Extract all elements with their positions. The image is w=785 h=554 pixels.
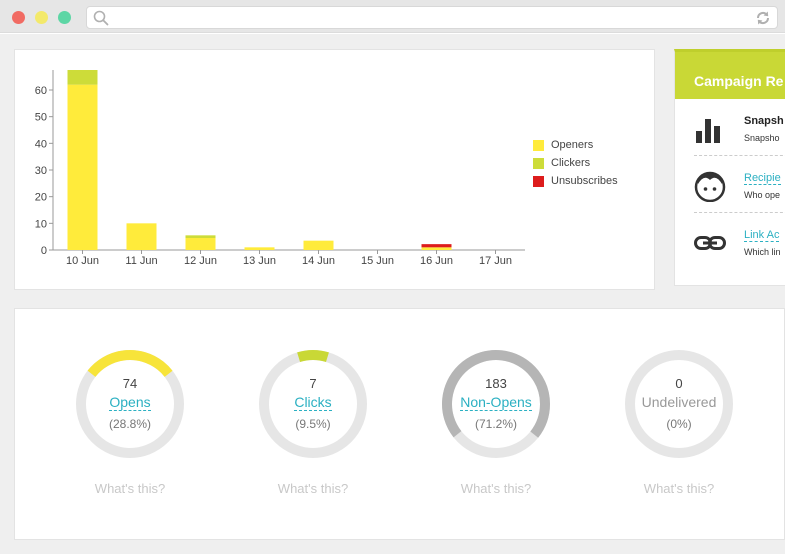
campaign-stats-panel: 74 Opens (28.8%) What's this? 7 Clicks (… (14, 308, 785, 540)
opens-help-link[interactable]: What's this? (94, 481, 166, 496)
report-item-subtitle: Which lin (744, 247, 781, 257)
bar-openers (67, 84, 98, 250)
y-tick-label: 0 (41, 245, 47, 257)
y-tick-label: 20 (35, 192, 47, 204)
ring-progress (442, 350, 550, 458)
non-opens-help-link[interactable]: What's this? (460, 481, 532, 496)
non-opens-percent: (71.2%) (474, 417, 518, 431)
legend-label: Clickers (551, 157, 591, 169)
opens-count: 74 (122, 376, 138, 391)
x-tick-label: 17 Jun (479, 255, 512, 267)
legend-label: Unsubscribes (551, 175, 618, 187)
search-icon (93, 10, 109, 26)
report-title: Campaign Re (675, 52, 785, 99)
face-icon (694, 171, 726, 202)
x-tick-label: 13 Jun (243, 255, 276, 267)
minimize-window-button[interactable] (35, 11, 48, 24)
x-tick-label: 16 Jun (420, 255, 453, 267)
bar-openers (185, 238, 216, 250)
link-activity-link[interactable]: Link Ac (744, 229, 780, 242)
clicks-help-link[interactable]: What's this? (277, 481, 349, 496)
campaign-report-panel: Campaign Re Snapsh Snapsho Recipie Who o… (674, 49, 785, 286)
y-tick-label: 50 (35, 112, 47, 124)
stacked-bar-chart: 0 10 20 30 40 50 60 10 Jun 11 Jun 12 Jun 13 Jun 14 … (35, 70, 525, 267)
close-window-button[interactable] (12, 11, 25, 24)
stat-undelivered: 0 Undelivered (0%) What's this? (619, 349, 739, 499)
page-content: 0 10 20 30 40 50 60 10 Jun 11 Jun 12 Jun 13 Jun 14 … (0, 34, 785, 554)
x-tick-label: 14 Jun (302, 255, 335, 267)
y-tick-label: 30 (35, 165, 47, 177)
clicks-percent: (9.5%) (295, 417, 331, 431)
stat-clicks: 7 Clicks (9.5%) What's this? (253, 349, 373, 499)
opens-donut (76, 350, 184, 458)
report-item-title: Snapsh (744, 115, 784, 127)
clicks-link[interactable]: Clicks (294, 394, 332, 411)
non-opens-link[interactable]: Non-Opens (460, 394, 532, 411)
link-icon (694, 236, 726, 250)
campaign-activity-chart: 0 10 20 30 40 50 60 10 Jun 11 Jun 12 Jun 13 Jun 14 … (14, 49, 655, 290)
legend-item: Openers (533, 136, 618, 154)
bar-clickers (185, 235, 216, 238)
opens-percent: (28.8%) (108, 417, 152, 431)
maximize-window-button[interactable] (58, 11, 71, 24)
bar-unsubscribes (421, 244, 452, 248)
undelivered-percent: (0%) (666, 417, 692, 431)
stat-non-opens: 183 Non-Opens (71.2%) What's this? (436, 349, 556, 499)
legend-label: Openers (551, 139, 594, 151)
x-tick-label: 12 Jun (184, 255, 217, 267)
y-tick-label: 10 (35, 218, 47, 230)
legend-item: Unsubscribes (533, 172, 618, 190)
report-item-recipients[interactable]: Recipie Who ope (694, 156, 785, 213)
bar-clickers (67, 70, 98, 85)
browser-toolbar (0, 0, 785, 33)
x-tick-label: 10 Jun (66, 255, 99, 267)
clicks-count: 7 (309, 376, 317, 391)
recipients-link[interactable]: Recipie (744, 172, 781, 185)
address-bar[interactable] (86, 6, 778, 29)
x-tick-label: 11 Jun (125, 255, 157, 267)
bar-openers (244, 247, 275, 250)
bar-openers (126, 223, 157, 250)
non-opens-donut (442, 350, 550, 458)
report-item-subtitle: Snapsho (744, 133, 780, 143)
refresh-icon[interactable] (755, 10, 771, 26)
undelivered-label: Undelivered (641, 394, 717, 410)
undelivered-help-link[interactable]: What's this? (643, 481, 715, 496)
report-item-link-activity[interactable]: Link Ac Which lin (694, 213, 785, 270)
bar-openers (303, 240, 334, 250)
undelivered-count: 0 (675, 376, 683, 391)
bar-openers (421, 247, 452, 250)
x-tick-label: 15 Jun (361, 255, 394, 267)
report-item-subtitle: Who ope (744, 190, 781, 200)
undelivered-donut (625, 350, 733, 458)
chart-legend: Openers Clickers Unsubscribes (533, 136, 618, 190)
non-opens-count: 183 (485, 376, 507, 391)
clicks-donut (259, 350, 367, 458)
y-tick-label: 60 (35, 85, 47, 97)
report-item-snapshot[interactable]: Snapsh Snapsho (694, 99, 785, 156)
stat-opens: 74 Opens (28.8%) What's this? (70, 349, 190, 499)
legend-swatch (533, 139, 544, 151)
legend-swatch (533, 175, 544, 187)
ring-track (625, 350, 733, 458)
y-tick-label: 40 (35, 138, 47, 150)
bar-chart-icon (696, 119, 720, 143)
legend-swatch (533, 157, 544, 169)
opens-link[interactable]: Opens (109, 394, 151, 411)
legend-item: Clickers (533, 154, 618, 172)
